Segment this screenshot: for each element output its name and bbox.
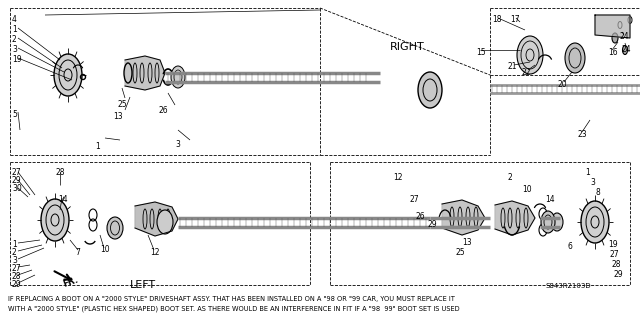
Text: 29: 29 bbox=[12, 280, 22, 289]
Text: 3: 3 bbox=[12, 45, 17, 54]
Text: 4: 4 bbox=[12, 15, 17, 24]
Ellipse shape bbox=[551, 213, 563, 231]
Text: 27: 27 bbox=[12, 168, 22, 177]
Text: 2: 2 bbox=[508, 173, 513, 182]
Text: 10: 10 bbox=[100, 245, 109, 254]
Text: 14: 14 bbox=[58, 195, 68, 204]
Ellipse shape bbox=[541, 211, 555, 233]
Ellipse shape bbox=[418, 72, 442, 108]
Text: 10: 10 bbox=[522, 185, 532, 194]
Text: LEFT: LEFT bbox=[130, 280, 156, 290]
Text: 16: 16 bbox=[608, 48, 618, 57]
Text: 12: 12 bbox=[150, 248, 159, 257]
Text: 26: 26 bbox=[415, 212, 424, 221]
Text: 24: 24 bbox=[622, 45, 632, 54]
Text: 27: 27 bbox=[610, 250, 620, 259]
Text: 26: 26 bbox=[158, 106, 168, 115]
Text: 3: 3 bbox=[590, 178, 595, 187]
Text: 28: 28 bbox=[12, 272, 22, 281]
Text: 22: 22 bbox=[522, 68, 531, 77]
Text: 7: 7 bbox=[75, 248, 80, 257]
Text: 29: 29 bbox=[614, 270, 623, 279]
Text: IF REPLACING A BOOT ON A "2000 STYLE" DRIVESHAFT ASSY. THAT HAS BEEN INSTALLED O: IF REPLACING A BOOT ON A "2000 STYLE" DR… bbox=[8, 296, 455, 302]
Text: 5: 5 bbox=[12, 110, 17, 119]
Polygon shape bbox=[135, 202, 178, 236]
Ellipse shape bbox=[41, 199, 69, 241]
Polygon shape bbox=[595, 15, 630, 38]
Text: 24: 24 bbox=[620, 32, 630, 41]
Text: 6: 6 bbox=[568, 242, 573, 251]
Text: S843R2103D: S843R2103D bbox=[545, 283, 591, 289]
Text: 28: 28 bbox=[55, 168, 65, 177]
Text: 19: 19 bbox=[608, 240, 618, 249]
Text: 27: 27 bbox=[12, 264, 22, 273]
Text: 1: 1 bbox=[12, 240, 17, 249]
Text: 30: 30 bbox=[12, 184, 22, 193]
Text: 18: 18 bbox=[492, 15, 502, 24]
Text: 14: 14 bbox=[545, 195, 555, 204]
Text: FR.: FR. bbox=[62, 275, 79, 289]
Polygon shape bbox=[442, 200, 485, 235]
Text: 23: 23 bbox=[578, 130, 588, 139]
Text: 20: 20 bbox=[558, 80, 568, 89]
Text: 8: 8 bbox=[595, 188, 600, 197]
Ellipse shape bbox=[565, 43, 585, 73]
Ellipse shape bbox=[171, 66, 185, 88]
Ellipse shape bbox=[517, 36, 543, 74]
Text: 1: 1 bbox=[12, 25, 17, 34]
Text: 3: 3 bbox=[175, 140, 180, 149]
Text: 21: 21 bbox=[508, 62, 518, 71]
Text: 25: 25 bbox=[117, 100, 127, 109]
Text: 3: 3 bbox=[12, 256, 17, 265]
Ellipse shape bbox=[612, 33, 618, 43]
Text: 19: 19 bbox=[12, 55, 22, 64]
Text: 28: 28 bbox=[612, 260, 621, 269]
Text: 17: 17 bbox=[510, 15, 520, 24]
Text: 1: 1 bbox=[585, 168, 589, 177]
Ellipse shape bbox=[54, 54, 82, 96]
Text: 1: 1 bbox=[95, 142, 100, 151]
Text: 29: 29 bbox=[12, 176, 22, 185]
Text: 27: 27 bbox=[410, 195, 420, 204]
Text: 29: 29 bbox=[428, 220, 438, 229]
Text: WITH A "2000 STYLE" (PLASTIC HEX SHAPED) BOOT SET. AS THERE WOULD BE AN INTERFER: WITH A "2000 STYLE" (PLASTIC HEX SHAPED)… bbox=[8, 306, 460, 313]
Text: RIGHT: RIGHT bbox=[390, 42, 425, 52]
Text: 13: 13 bbox=[113, 112, 123, 121]
Text: 2: 2 bbox=[12, 248, 17, 257]
Ellipse shape bbox=[107, 217, 123, 239]
Text: 13: 13 bbox=[462, 238, 472, 247]
Polygon shape bbox=[125, 56, 165, 90]
Text: 12: 12 bbox=[393, 173, 403, 182]
Text: 2: 2 bbox=[12, 35, 17, 44]
Text: 15: 15 bbox=[476, 48, 486, 57]
Ellipse shape bbox=[581, 201, 609, 243]
Text: 25: 25 bbox=[455, 248, 465, 257]
Ellipse shape bbox=[623, 46, 627, 55]
Polygon shape bbox=[495, 201, 535, 235]
Ellipse shape bbox=[157, 210, 173, 234]
